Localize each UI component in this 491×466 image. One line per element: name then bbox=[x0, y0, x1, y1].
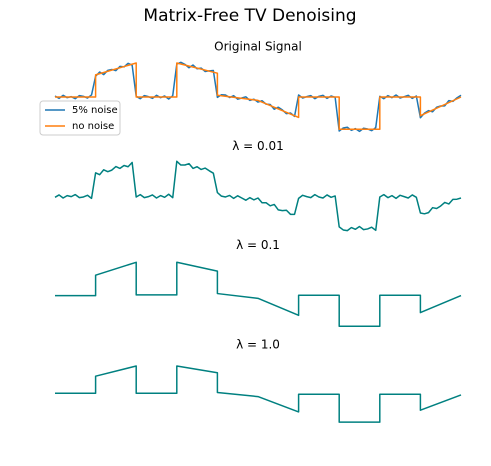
line bbox=[54, 160, 462, 232]
subplot-title: λ = 0.01 bbox=[232, 139, 284, 153]
legend: 5% noise no noise bbox=[39, 100, 121, 136]
legend-label: no noise bbox=[72, 121, 114, 132]
legend-label: 5% noise bbox=[72, 105, 118, 116]
subplot-title: Original Signal bbox=[214, 40, 302, 54]
line bbox=[55, 365, 462, 423]
subplot-title: λ = 0.1 bbox=[236, 238, 280, 252]
line bbox=[55, 261, 462, 327]
line bbox=[55, 62, 462, 131]
subplot-title: λ = 1.0 bbox=[236, 337, 280, 351]
figure-title: Matrix-Free TV Denoising bbox=[143, 6, 356, 26]
